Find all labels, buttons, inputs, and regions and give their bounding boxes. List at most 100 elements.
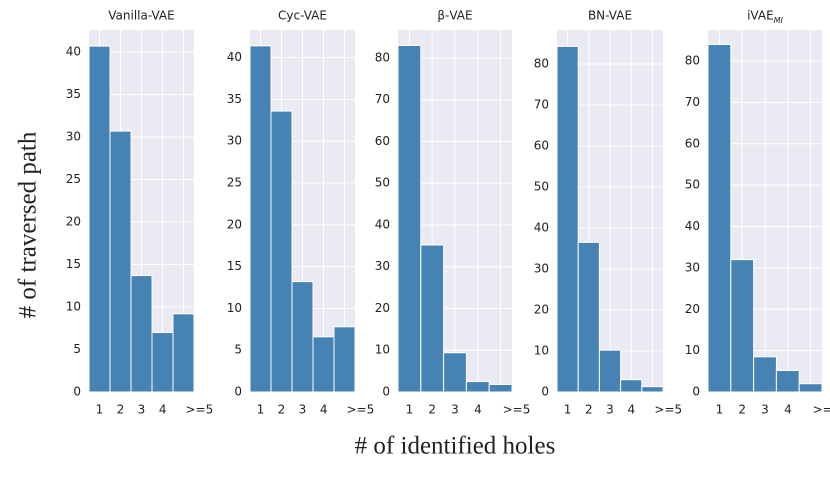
y-tick-label: 5 xyxy=(73,342,81,356)
x-axis-label: # of identified holes xyxy=(355,433,556,460)
y-tick-label: 60 xyxy=(375,134,390,148)
y-tick-label: 30 xyxy=(685,260,700,274)
x-tick-label: 4 xyxy=(474,403,482,417)
x-tick-label: 4 xyxy=(320,403,328,417)
y-tick-label: 50 xyxy=(685,178,700,192)
y-tick-label: 30 xyxy=(534,262,549,276)
y-tick-label: 35 xyxy=(66,87,81,101)
x-tick-label: 2 xyxy=(428,403,436,417)
x-tick-label: 2 xyxy=(117,403,125,417)
y-tick-label: 40 xyxy=(534,221,549,235)
y-tick-label: 40 xyxy=(66,45,81,59)
x-tick-label: 2 xyxy=(278,403,286,417)
x-tick-label: 3 xyxy=(299,403,307,417)
y-tick-label: 35 xyxy=(227,92,242,106)
x-tick-label: >=5 xyxy=(813,403,830,417)
bar xyxy=(598,349,622,393)
bar xyxy=(109,130,132,393)
y-tick-label: 10 xyxy=(685,343,700,357)
y-tick-label: 50 xyxy=(534,180,549,194)
y-tick-label: 0 xyxy=(73,385,81,399)
x-tick-label: 2 xyxy=(738,403,746,417)
bar xyxy=(312,336,335,393)
bar xyxy=(775,369,800,393)
y-tick-label: 30 xyxy=(227,134,242,148)
y-tick-label: 20 xyxy=(685,302,700,316)
chart-title: Cyc-VAE xyxy=(278,9,327,23)
x-tick-label: 3 xyxy=(606,403,614,417)
y-tick-label: 80 xyxy=(375,50,390,64)
bar xyxy=(753,356,777,393)
y-tick-label: 40 xyxy=(685,219,700,233)
x-tick-label: >=5 xyxy=(186,403,214,417)
y-tick-label: 25 xyxy=(227,175,242,189)
y-tick-label: 15 xyxy=(227,259,242,273)
chart-title-subscript: MI xyxy=(774,16,784,25)
x-tick-label: 1 xyxy=(406,403,414,417)
y-tick-label: 70 xyxy=(685,95,700,109)
y-tick-label: 25 xyxy=(66,172,81,186)
bar xyxy=(465,381,490,393)
y-tick-label: 60 xyxy=(685,136,700,150)
bar xyxy=(556,45,579,393)
bar xyxy=(730,259,755,393)
y-tick-label: 80 xyxy=(534,57,549,71)
x-tick-label: 1 xyxy=(716,403,724,417)
bar xyxy=(397,44,422,393)
y-tick-label: 20 xyxy=(66,215,81,229)
x-tick-label: 2 xyxy=(585,403,593,417)
bar xyxy=(270,110,293,393)
y-tick-label: 70 xyxy=(534,98,549,112)
x-tick-label: 3 xyxy=(138,403,146,417)
y-tick-label: 10 xyxy=(227,301,242,315)
bar xyxy=(577,241,600,393)
y-tick-label: 70 xyxy=(375,92,390,106)
bar xyxy=(151,332,174,393)
bar xyxy=(130,275,153,393)
x-tick-label: 4 xyxy=(159,403,167,417)
chart-title: β-VAE xyxy=(437,9,472,23)
bar xyxy=(172,313,195,393)
y-axis-label: # of traversed path xyxy=(15,131,42,318)
bar xyxy=(443,352,467,393)
y-tick-label: 0 xyxy=(692,385,700,399)
y-tick-label: 0 xyxy=(541,385,549,399)
y-tick-label: 20 xyxy=(375,301,390,315)
x-tick-label: 1 xyxy=(96,403,104,417)
bar xyxy=(707,43,732,393)
y-tick-label: 10 xyxy=(375,343,390,357)
y-tick-label: 30 xyxy=(375,259,390,273)
y-tick-label: 15 xyxy=(66,257,81,271)
y-tick-label: 0 xyxy=(382,385,390,399)
bar xyxy=(620,379,643,393)
x-tick-label: 4 xyxy=(628,403,636,417)
y-tick-label: 20 xyxy=(227,217,242,231)
y-tick-label: 20 xyxy=(534,303,549,317)
chart-title: Vanilla-VAE xyxy=(108,9,174,23)
y-tick-label: 40 xyxy=(227,50,242,64)
chart-title: iVAEMI xyxy=(747,9,783,25)
y-tick-label: 50 xyxy=(375,176,390,190)
bar xyxy=(488,383,513,393)
x-tick-label: 4 xyxy=(784,403,792,417)
y-tick-label: 10 xyxy=(66,300,81,314)
y-tick-label: 0 xyxy=(234,385,242,399)
bar xyxy=(291,281,314,393)
bar xyxy=(420,244,445,393)
bar xyxy=(798,383,823,393)
y-tick-label: 5 xyxy=(234,343,242,357)
x-tick-label: >=5 xyxy=(654,403,682,417)
x-tick-label: 3 xyxy=(451,403,459,417)
bar xyxy=(88,45,111,393)
y-tick-label: 80 xyxy=(685,54,700,68)
x-tick-label: 1 xyxy=(564,403,572,417)
y-tick-label: 60 xyxy=(534,139,549,153)
x-tick-label: 1 xyxy=(257,403,265,417)
bar xyxy=(641,386,664,393)
chart-title: BN-VAE xyxy=(588,9,632,23)
x-tick-label: >=5 xyxy=(347,403,375,417)
x-tick-label: >=5 xyxy=(503,403,531,417)
y-tick-label: 10 xyxy=(534,344,549,358)
y-tick-label: 40 xyxy=(375,217,390,231)
